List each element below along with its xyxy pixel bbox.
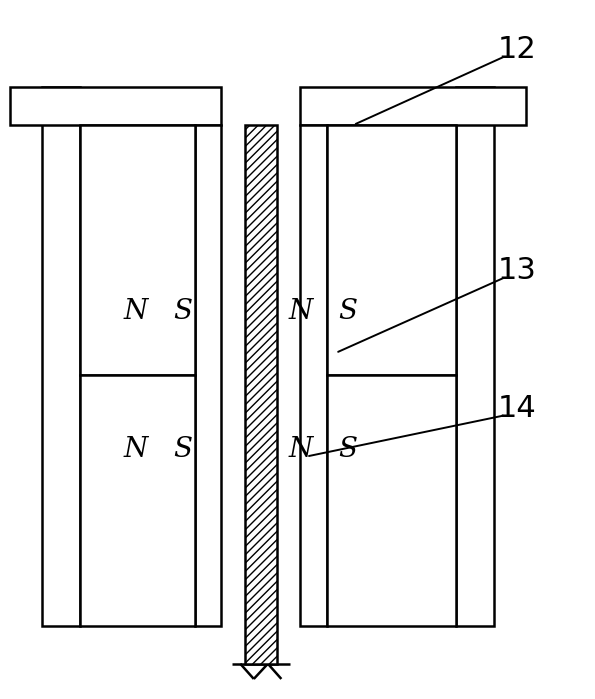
Text: S: S (174, 436, 193, 463)
Text: N: N (124, 436, 148, 463)
Bar (80, 375, 195, 626)
Bar (245, 125, 277, 664)
Text: 13: 13 (498, 256, 537, 284)
Text: S: S (174, 298, 193, 325)
Bar (300, 87, 527, 125)
Bar (80, 125, 195, 375)
Text: 12: 12 (498, 34, 537, 64)
Bar (10, 87, 221, 125)
Text: S: S (338, 436, 357, 463)
Text: S: S (338, 298, 357, 325)
Text: N: N (289, 298, 312, 325)
Bar (327, 125, 456, 375)
Bar (456, 87, 494, 626)
Text: 14: 14 (498, 394, 537, 423)
Text: N: N (289, 436, 312, 463)
Bar (42, 87, 80, 626)
Bar (327, 375, 456, 626)
Bar (195, 125, 221, 626)
Bar (300, 125, 327, 626)
Text: N: N (124, 298, 148, 325)
